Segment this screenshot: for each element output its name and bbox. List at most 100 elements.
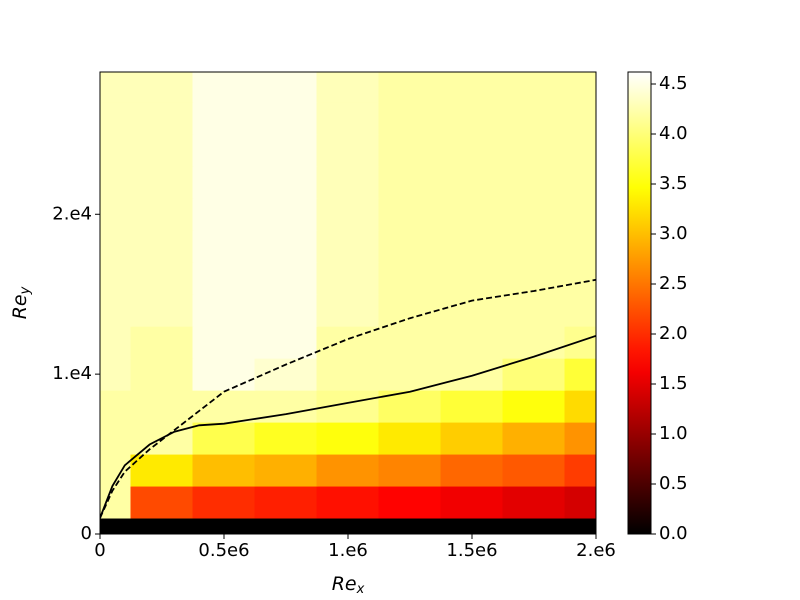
contour-cell bbox=[378, 261, 442, 295]
contour-cell bbox=[564, 357, 596, 391]
contour-cell bbox=[502, 165, 566, 199]
contour-cell bbox=[316, 261, 380, 295]
contour-cell bbox=[502, 72, 566, 103]
contour-cell bbox=[564, 261, 596, 295]
contour-cell bbox=[316, 517, 380, 534]
contour-cell bbox=[378, 197, 442, 231]
y-tick-label: 0 bbox=[81, 523, 92, 544]
contour-cell bbox=[316, 453, 380, 487]
contour-cell bbox=[440, 485, 504, 519]
colorbar-tick-label: 0.0 bbox=[659, 523, 688, 544]
contour-cell bbox=[316, 197, 380, 231]
contour-cell bbox=[564, 293, 596, 327]
contour-cell bbox=[440, 229, 504, 263]
contour-cell bbox=[192, 357, 256, 391]
contour-cell bbox=[316, 101, 380, 135]
colorbar-tick-label: 2.0 bbox=[659, 323, 688, 344]
contour-lines bbox=[100, 278, 596, 519]
contour-cell bbox=[100, 389, 132, 423]
contour-cell bbox=[378, 229, 442, 263]
contour-cell bbox=[378, 133, 442, 167]
contour-cell bbox=[440, 325, 504, 359]
contour-cell bbox=[192, 165, 256, 199]
contour-cell bbox=[100, 325, 132, 359]
contour-cell bbox=[378, 389, 442, 423]
contour-cell bbox=[316, 72, 380, 103]
contour-cell bbox=[254, 517, 318, 534]
contour-cell bbox=[254, 72, 318, 103]
contour-cell bbox=[254, 165, 318, 199]
contour-cell bbox=[564, 72, 596, 103]
contour-cell bbox=[378, 485, 442, 519]
contour-cell bbox=[564, 133, 596, 167]
contour-cell bbox=[130, 72, 194, 103]
contour-cell bbox=[254, 357, 318, 391]
contour-cell bbox=[502, 101, 566, 135]
contour-cell bbox=[100, 517, 132, 534]
contour-cell bbox=[316, 229, 380, 263]
contour-cell bbox=[564, 101, 596, 135]
contour-cell bbox=[502, 517, 566, 534]
contour-cell bbox=[130, 453, 194, 487]
contour-cell bbox=[130, 357, 194, 391]
contour-cell bbox=[130, 517, 194, 534]
contour-cell bbox=[564, 389, 596, 423]
contour-cell bbox=[440, 453, 504, 487]
contour-cell bbox=[192, 261, 256, 295]
contour-cell bbox=[316, 421, 380, 455]
contour-cell bbox=[378, 325, 442, 359]
contour-cell bbox=[100, 72, 132, 103]
contour-cell bbox=[254, 293, 318, 327]
contour-cell bbox=[316, 165, 380, 199]
x-tick-label: 0 bbox=[94, 540, 105, 561]
x-axis-label-sub: x bbox=[356, 582, 365, 597]
contour-cell bbox=[254, 229, 318, 263]
contour-cell bbox=[378, 293, 442, 327]
contour-cell bbox=[564, 485, 596, 519]
contour-cell bbox=[502, 389, 566, 423]
contour-cell bbox=[100, 261, 132, 295]
contour-cell bbox=[440, 357, 504, 391]
contour-cell bbox=[130, 133, 194, 167]
contour-cell bbox=[130, 485, 194, 519]
contour-cell bbox=[440, 389, 504, 423]
contour-cell bbox=[192, 133, 256, 167]
y-axis-label-base: Re bbox=[9, 294, 31, 319]
colorbar bbox=[627, 71, 652, 535]
colorbar-tick-label: 1.0 bbox=[659, 423, 688, 444]
contour-cell bbox=[254, 453, 318, 487]
contour-cell bbox=[100, 421, 132, 455]
contour-cell bbox=[564, 517, 596, 534]
contour-cell bbox=[440, 165, 504, 199]
contour-cell bbox=[192, 325, 256, 359]
contour-cell bbox=[564, 453, 596, 487]
contour-cell bbox=[316, 133, 380, 167]
contour-cell bbox=[316, 485, 380, 519]
contour-cell bbox=[100, 133, 132, 167]
contour-cell bbox=[192, 72, 256, 103]
x-tick-label: 1.e6 bbox=[328, 540, 368, 561]
contour-cell bbox=[130, 325, 194, 359]
contour-cell bbox=[502, 197, 566, 231]
contour-cell bbox=[192, 197, 256, 231]
contour-cell bbox=[192, 453, 256, 487]
contour-line bbox=[100, 334, 596, 519]
contour-cell bbox=[100, 165, 132, 199]
contour-cell bbox=[440, 133, 504, 167]
contour-cell bbox=[502, 261, 566, 295]
contour-cell bbox=[254, 485, 318, 519]
contour-cell bbox=[100, 101, 132, 135]
contour-cell bbox=[502, 325, 566, 359]
contour-cell bbox=[192, 485, 256, 519]
contour-cell bbox=[316, 357, 380, 391]
contour-cell bbox=[502, 229, 566, 263]
x-tick-label: 2.e6 bbox=[576, 540, 616, 561]
contour-cell bbox=[100, 293, 132, 327]
contour-cell bbox=[130, 101, 194, 135]
contour-cell bbox=[440, 421, 504, 455]
contour-cell bbox=[130, 261, 194, 295]
contour-cell bbox=[254, 421, 318, 455]
contour-cell bbox=[192, 389, 256, 423]
contour-cell bbox=[100, 229, 132, 263]
